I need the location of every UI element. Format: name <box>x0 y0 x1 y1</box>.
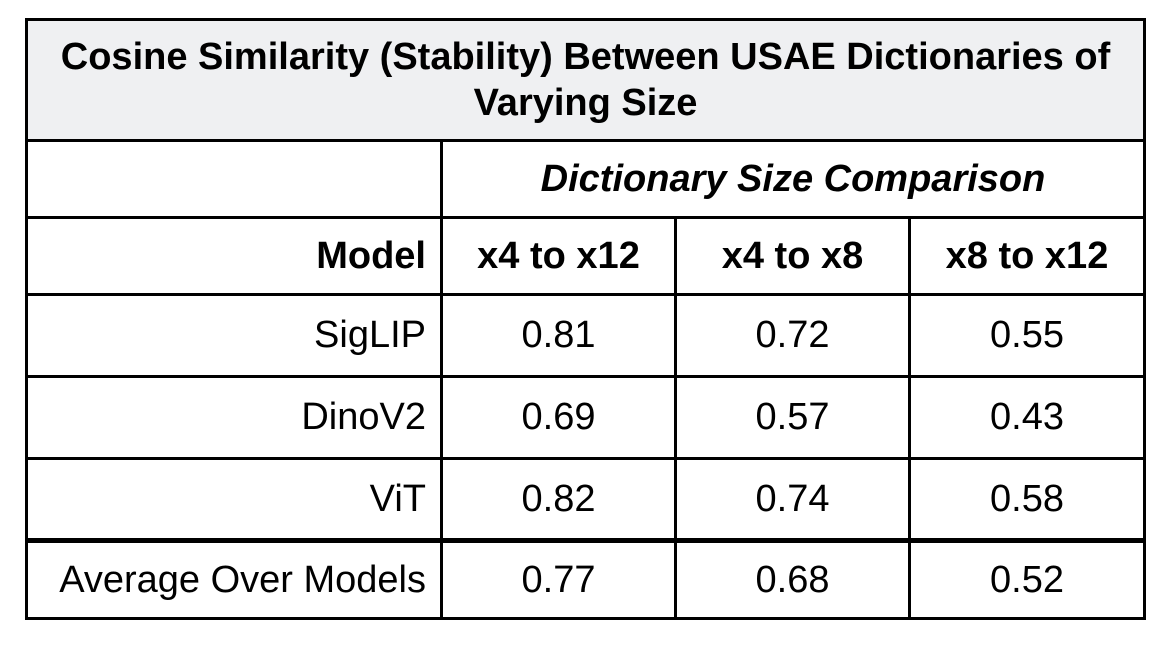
model-label-dinov2: DinoV2 <box>25 375 443 460</box>
cell-dinov2-x8-x12: 0.43 <box>907 375 1147 460</box>
cell-average-x8-x12: 0.52 <box>907 538 1147 620</box>
column-header-x4-to-x8: x4 to x8 <box>674 216 911 296</box>
cell-siglip-x4-x8: 0.72 <box>674 293 911 378</box>
table-title-row: Cosine Similarity (Stability) Between US… <box>24 18 1147 142</box>
table-row-dinov2: DinoV2 0.69 0.57 0.43 <box>25 375 1147 460</box>
column-header-x4-to-x12: x4 to x12 <box>440 216 677 296</box>
empty-corner-cell <box>25 139 443 219</box>
cell-siglip-x4-x12: 0.81 <box>440 293 677 378</box>
cell-dinov2-x4-x8: 0.57 <box>674 375 911 460</box>
group-header-row: Dictionary Size Comparison <box>25 139 1147 219</box>
table-row-siglip: SigLIP 0.81 0.72 0.55 <box>25 293 1147 378</box>
table-row-average: Average Over Models 0.77 0.68 0.52 <box>25 538 1147 620</box>
cell-vit-x4-x8: 0.74 <box>674 457 911 542</box>
model-column-header: Model <box>25 216 443 296</box>
cell-dinov2-x4-x12: 0.69 <box>440 375 677 460</box>
cosine-similarity-table: Cosine Similarity (Stability) Between US… <box>24 18 1147 620</box>
model-label-siglip: SigLIP <box>25 293 443 378</box>
cell-vit-x4-x12: 0.82 <box>440 457 677 542</box>
cell-vit-x8-x12: 0.58 <box>907 457 1147 542</box>
cell-siglip-x8-x12: 0.55 <box>907 293 1147 378</box>
column-header-x8-to-x12: x8 to x12 <box>907 216 1147 296</box>
model-label-vit: ViT <box>25 457 443 542</box>
cell-average-x4-x8: 0.68 <box>674 538 911 620</box>
column-header-row: Model x4 to x12 x4 to x8 x8 to x12 <box>25 216 1147 296</box>
table-title: Cosine Similarity (Stability) Between US… <box>24 18 1147 142</box>
group-header: Dictionary Size Comparison <box>439 139 1147 219</box>
table-row-vit: ViT 0.82 0.74 0.58 <box>25 457 1147 542</box>
model-label-average: Average Over Models <box>25 538 443 620</box>
cell-average-x4-x12: 0.77 <box>440 538 677 620</box>
